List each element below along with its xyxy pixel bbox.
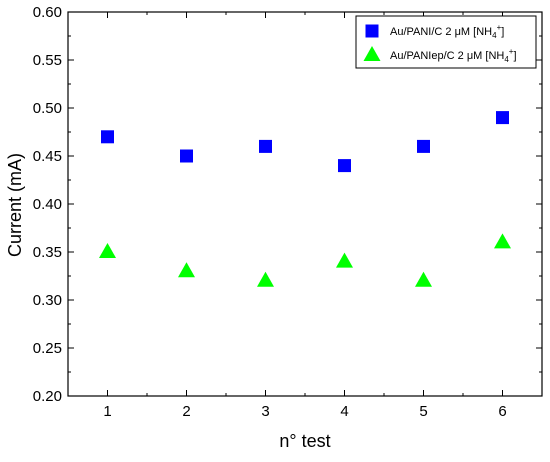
- legend-marker: [365, 24, 379, 38]
- legend-box: [355, 15, 537, 69]
- y-tick-label: 0.40: [33, 196, 62, 213]
- x-tick-label: 6: [498, 403, 506, 420]
- data-point-triangle: [336, 252, 353, 268]
- y-tick-label: 0.25: [33, 340, 62, 357]
- data-point-square: [180, 149, 193, 163]
- data-point-square: [417, 139, 430, 153]
- y-tick-label: 0.60: [33, 4, 62, 21]
- data-point-square: [338, 159, 351, 173]
- x-axis-title: n° test: [279, 431, 330, 451]
- y-tick-label: 0.45: [33, 148, 62, 165]
- x-tick-label: 1: [103, 403, 111, 420]
- legend-label: Au/PANI/C 2 μM [NH4+]: [390, 23, 504, 40]
- plot-frame: [67, 11, 543, 397]
- y-tick-label: 0.30: [33, 292, 62, 309]
- legend-marker: [363, 46, 381, 61]
- y-tick-label: 0.50: [33, 100, 62, 117]
- data-point-triangle: [257, 271, 274, 287]
- data-point-triangle: [99, 243, 116, 258]
- data-point-triangle: [178, 262, 195, 278]
- x-tick-label: 5: [419, 403, 427, 420]
- y-tick-label: 0.55: [33, 52, 62, 69]
- y-tick-label: 0.20: [33, 388, 62, 405]
- y-axis-title: Current (mA): [5, 153, 25, 257]
- data-point-triangle: [415, 271, 432, 287]
- data-marks: [99, 111, 511, 287]
- data-point-square: [101, 130, 114, 144]
- x-tick-label: 2: [182, 403, 190, 420]
- legend-label: Au/PANIep/C 2 μM [NH4+]: [390, 47, 517, 64]
- x-tick-label: 3: [261, 403, 269, 420]
- data-point-square: [259, 139, 272, 153]
- data-point-square: [496, 111, 509, 125]
- data-point-triangle: [494, 233, 511, 249]
- x-tick-label: 4: [340, 403, 348, 420]
- legend: Au/PANI/C 2 μM [NH4+] Au/PANIep/C 2 μM [N…: [355, 15, 537, 69]
- y-tick-label: 0.35: [33, 244, 62, 261]
